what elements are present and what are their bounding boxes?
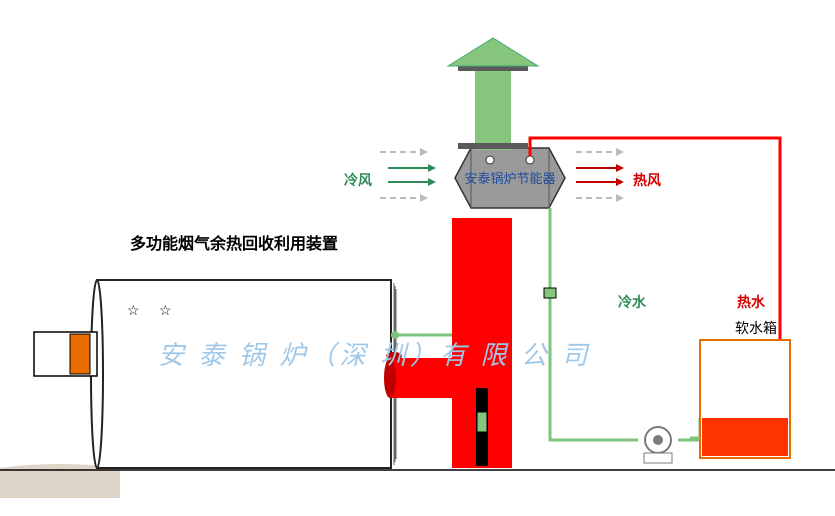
cold-air-label: 冷风 [344,170,372,190]
svg-text:☆: ☆ [159,304,172,319]
title-label: 多功能烟气余热回收利用装置 [130,230,338,254]
hot-air-label: 热风 [633,170,661,190]
diagram-svg: ☆ ☆ 安泰锅炉节能器 [0,0,835,516]
cold-water-label: 冷水 [618,292,646,312]
hot-water-label: 热水 [737,292,765,312]
watermark-text: 安 泰 锅 炉（深 圳）有 限 公 司 [158,335,592,372]
diagram-stage: ☆ ☆ 安泰锅炉节能器 多功能烟气余热回收利用装置 安 泰 锅 炉（深 圳）有 限 … [0,0,835,516]
svg-text:安泰锅炉节能器: 安泰锅炉节能器 [464,171,555,186]
tank-label: 软水箱 [735,318,777,338]
svg-text:☆: ☆ [127,304,140,319]
